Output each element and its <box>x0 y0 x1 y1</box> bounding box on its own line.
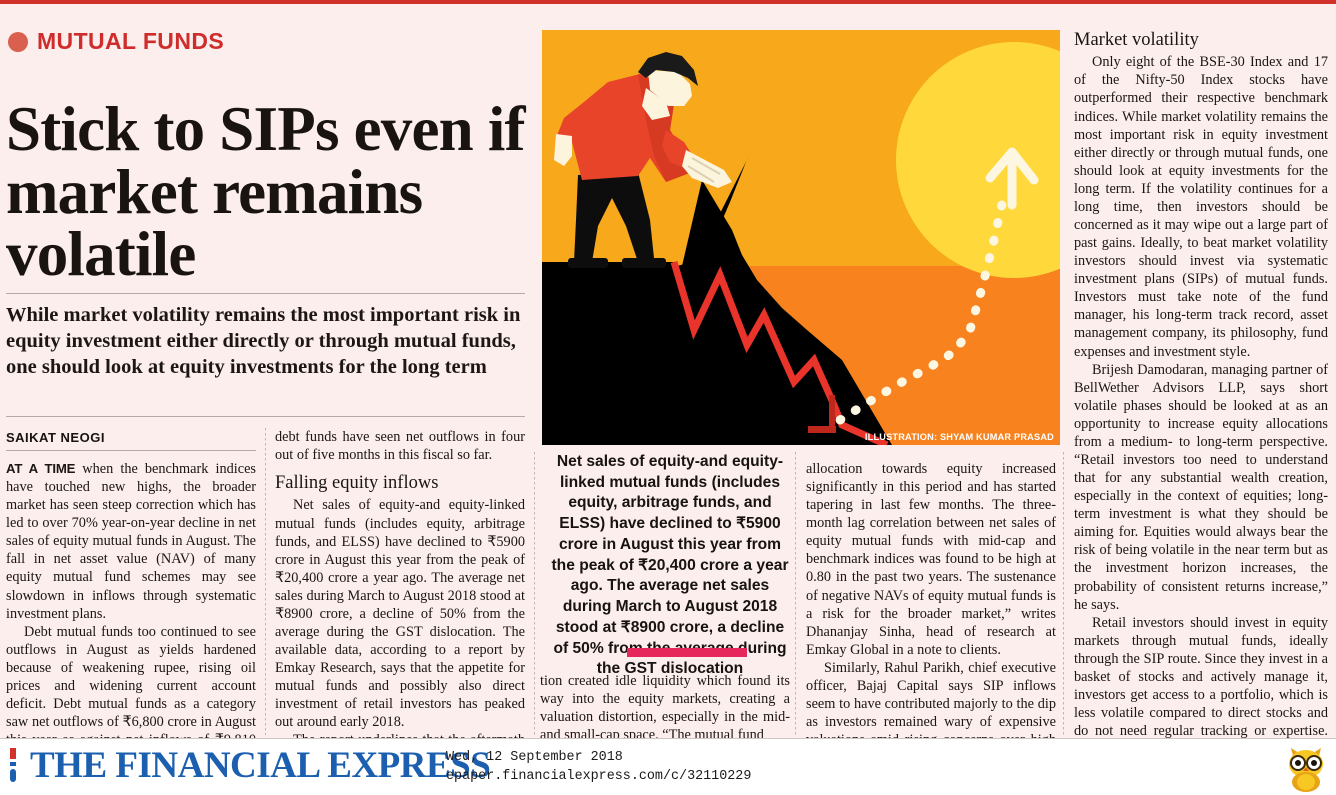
rising-dotted-arrow <box>835 147 1039 425</box>
column-divider <box>265 428 266 735</box>
cliff-ledge <box>542 262 692 280</box>
deck-standfirst: While market volatility remains the most… <box>6 304 521 379</box>
paragraph: allocation towards equity increased sign… <box>806 461 1056 658</box>
masthead-title: THE FINANCIAL EXPRESS <box>30 745 491 786</box>
red-marker-bar <box>829 395 835 433</box>
footer-meta: Wed, 12 September 2018 epaper.financiale… <box>446 748 751 787</box>
top-red-rule <box>0 0 1336 4</box>
kicker-label: MUTUAL FUNDS <box>37 28 225 54</box>
masthead-mark-icon <box>10 748 16 782</box>
column-divider <box>795 452 796 735</box>
figure-left-hand <box>554 134 572 166</box>
cliff-block <box>542 266 677 445</box>
pull-quote: Net sales of equity-and equity-linked mu… <box>551 453 789 678</box>
lead-in-text: AT A TIME <box>6 461 76 476</box>
body-column-5: Market volatility Only eight of the BSE-… <box>1074 30 1328 794</box>
paragraph: debt funds have seen net outflows in fou… <box>275 429 525 464</box>
figure-shoe <box>568 258 608 268</box>
paragraph: Net sales of equity-and equity-linked mu… <box>275 497 525 731</box>
paragraph: Only eight of the BSE-30 Index and 17 of… <box>1074 54 1328 360</box>
rule-above-deck <box>6 293 525 294</box>
sun-icon <box>896 42 1060 278</box>
paragraph: tion created idle liquidity which found … <box>540 673 790 744</box>
red-marker-base <box>808 426 836 433</box>
subheading-falling-equity-inflows: Falling equity inflows <box>275 473 439 494</box>
body-column-2: debt funds have seen net outflows in fou… <box>275 428 525 768</box>
figure-shoe <box>622 258 666 268</box>
figure-face <box>648 70 692 106</box>
rule-below-byline <box>6 450 256 451</box>
subheading-market-volatility: Market volatility <box>1074 30 1199 50</box>
figure-hand-lines <box>687 157 721 183</box>
figure-neck <box>642 88 670 120</box>
arrow-dots <box>835 190 1009 425</box>
declining-trend-line <box>670 261 889 445</box>
footer-divider <box>0 738 1336 739</box>
illustration-credit: ILLUSTRATION: SHYAM KUMAR PRASAD <box>864 432 1054 442</box>
paragraph: Brijesh Damodaran, managing partner of B… <box>1074 361 1328 613</box>
figure-hair <box>638 52 698 86</box>
rule-below-deck <box>6 416 525 417</box>
publication-date: Wed, 12 September 2018 <box>446 750 623 765</box>
page-title: Stick to SIPs even if market remains vol… <box>6 94 526 289</box>
paragraph: AT A TIME when the benchmark indices hav… <box>6 460 256 623</box>
body-column-4: allocation towards equity increased sign… <box>806 460 1056 767</box>
body-column-3: tion created idle liquidity which found … <box>540 672 790 744</box>
epaper-url[interactable]: epaper.financialexpress.com/c/32110229 <box>446 769 752 785</box>
bullet-dot-icon <box>8 31 28 52</box>
section-kicker: MUTUAL FUNDS <box>8 28 224 55</box>
column-divider <box>1063 452 1064 735</box>
figure-trousers <box>574 172 654 262</box>
paragraph-text: when the benchmark indices have touched … <box>6 461 256 622</box>
byline: SAIKAT NEOGI <box>6 430 105 445</box>
column-divider <box>534 452 535 735</box>
pull-quote-underline-bar <box>627 648 747 657</box>
owl-logo-icon <box>1289 748 1323 792</box>
illustration-svg <box>542 30 1060 445</box>
body-column-1: AT A TIME when the benchmark indices hav… <box>6 460 256 767</box>
page-footer <box>0 738 1336 795</box>
illustration-graphic: ILLUSTRATION: SHYAM KUMAR PRASAD <box>542 30 1060 445</box>
